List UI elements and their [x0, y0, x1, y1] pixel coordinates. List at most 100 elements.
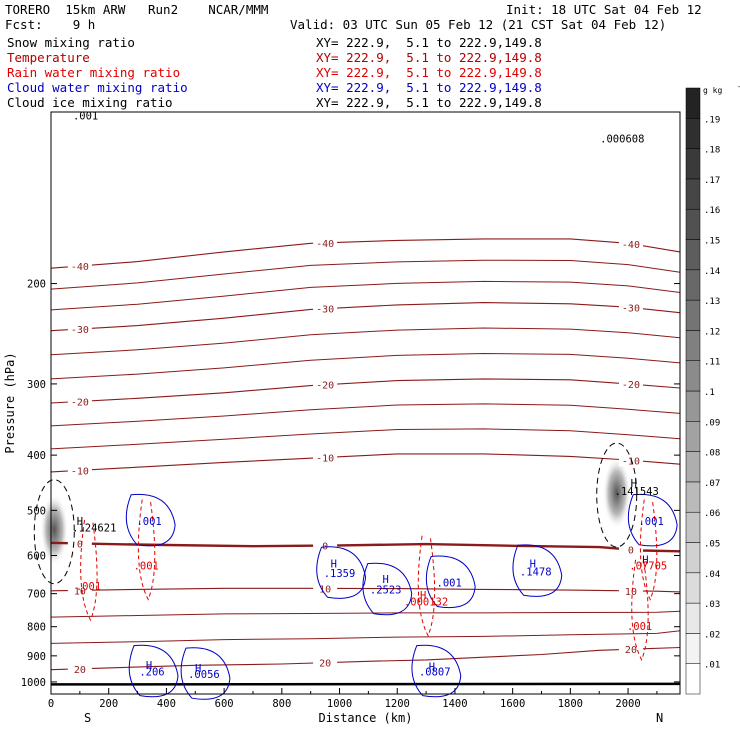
- field-xy-rain: XY= 222.9, 5.1 to 222.9,149.8: [316, 65, 542, 80]
- colorbar-box-4: [685, 542, 701, 574]
- max-marker-4: H: [530, 559, 536, 571]
- axes: 0 200 400 600 800 1000 1200 1400 1600 1800 2000200…: [3, 111, 681, 725]
- temp-label--40: -40: [71, 262, 89, 273]
- cloud-water-contour-7: [125, 493, 176, 547]
- temp-label-10: 10: [74, 586, 86, 597]
- colorbar-tick-14: .15: [704, 237, 720, 247]
- y-tick-label-1: 300: [27, 379, 46, 391]
- colorbar-unit: g kg: [703, 86, 722, 95]
- temp-label-bg: [313, 539, 338, 552]
- colorbar-box-6: [685, 481, 701, 513]
- colorbar-box-13: [685, 269, 701, 301]
- max-marker-1: H: [631, 478, 637, 490]
- rain-contour-4: [639, 499, 658, 601]
- max-marker-6: H: [195, 663, 201, 675]
- y-tick-label-8: 1000: [21, 677, 46, 689]
- temp-label--20: -20: [622, 380, 640, 391]
- colorbar-unit-exponent: -1: [737, 83, 740, 91]
- colorbar-box-14: [685, 239, 701, 271]
- temp-contour-minor--30-1: [50, 327, 681, 356]
- colorbar-box-3: [685, 572, 701, 604]
- field-xy-snow: XY= 222.9, 5.1 to 222.9,149.8: [316, 35, 542, 50]
- y-axis-label: Pressure (hPa): [3, 352, 17, 453]
- colorbar-box-17: [685, 148, 701, 180]
- colorbar-box-1: [685, 633, 701, 664]
- field-label-cloud-water: Cloud water mixing ratio: [7, 80, 188, 95]
- colorbar-box-9: [685, 390, 701, 422]
- temp-contour-20: [50, 646, 681, 671]
- colorbar-tick-11: .12: [704, 327, 720, 337]
- x-axis-label: Distance (km): [319, 711, 413, 725]
- temp-contour-minor-10-2: [50, 630, 681, 644]
- colorbar-tick-10: .11: [704, 358, 720, 368]
- field-xy-temperature: XY= 222.9, 5.1 to 222.9,149.8: [316, 50, 542, 65]
- max-marker-0: H: [77, 516, 83, 528]
- temp-label-bg: [67, 662, 92, 675]
- colorbar-tick-3: .04: [704, 570, 720, 580]
- y-tick-label-7: 900: [27, 651, 46, 663]
- colorbar-box-18: [685, 118, 701, 149]
- colorbar-tick-2: .03: [704, 600, 720, 610]
- temp-label-10: 10: [625, 587, 637, 598]
- temp-label--30: -30: [316, 305, 334, 316]
- temp-contour-minor-10-1: [50, 610, 681, 618]
- colorbar-tick-16: .17: [704, 176, 720, 186]
- colorbar-box-5: [685, 511, 701, 543]
- cloud-water-contour-3: [512, 544, 563, 597]
- ice-contour-1: [596, 442, 638, 548]
- colorbar-box-8: [685, 421, 701, 452]
- colorbar-box-12: [685, 299, 701, 331]
- colorbar-box-19: [685, 87, 701, 119]
- ice-shading: [40, 457, 631, 566]
- temp-contour-minor--40-1: [50, 259, 681, 290]
- temp-label--10: -10: [622, 456, 640, 467]
- temp-label-bg: [618, 643, 643, 656]
- temp-label-bg: [67, 584, 92, 597]
- ice-label-1: .141543: [615, 486, 659, 498]
- temp-contour-10: [50, 587, 681, 593]
- colorbar-tick-8: .09: [704, 418, 720, 428]
- temp-contour--30: [50, 302, 681, 332]
- cloud-water-label-7: .001: [136, 516, 161, 528]
- y-tick-label-6: 800: [27, 622, 46, 634]
- temp-contour--10: [50, 453, 681, 473]
- temp-label-bg: [313, 656, 338, 669]
- ice-shade-0: [40, 493, 69, 566]
- cloud-water-label-0: .1359: [324, 568, 356, 580]
- cloud-water-contour-0: [316, 546, 367, 599]
- south-end-label: S: [84, 711, 91, 725]
- cloud-water-label-6: .0807: [419, 667, 451, 679]
- max-marker-9: H: [420, 590, 426, 602]
- temp-contour-minor--30-2: [50, 352, 681, 380]
- x-tick-label-7: 1400: [442, 698, 467, 710]
- moisture-contours: [33, 442, 678, 700]
- field-label-snow: Snow mixing ratio: [7, 35, 135, 50]
- temp-contour--20: [50, 378, 681, 404]
- rain-label-2: .001: [134, 561, 159, 573]
- cloud-water-label-2: .001: [437, 577, 462, 589]
- colorbar-box-0: [685, 663, 701, 695]
- ice-label-0: .124621: [72, 523, 116, 535]
- ice-label-2: .000608: [600, 133, 644, 145]
- temp-label-bg: [67, 323, 92, 336]
- colorbar-box-2: [685, 602, 701, 634]
- colorbar: .01 .02 .03 .04 .05 .06 .07 .08 .09 .1 .11 .12 .13 .1…: [685, 83, 740, 695]
- rain-label-0: .000132: [404, 597, 448, 609]
- temp-contour-minor--20-2: [50, 428, 681, 450]
- ice-label-3: .001: [73, 110, 98, 122]
- temp-label--20: -20: [71, 397, 89, 408]
- cloud-water-label-4: .206: [139, 667, 164, 679]
- temp-contour-minor--20-1: [50, 403, 681, 427]
- temp-label-bg: [618, 584, 643, 597]
- temp-label-bg: [67, 464, 92, 477]
- cloud-water-contour-8: [627, 493, 678, 547]
- x-tick-label-9: 1800: [558, 698, 583, 710]
- temp-label--20: -20: [316, 381, 334, 392]
- field-label-temperature: Temperature: [7, 50, 90, 65]
- forecast-hour: Fcst: 9 h: [5, 17, 96, 32]
- ice-shade-1: [602, 457, 631, 530]
- colorbar-tick-4: .05: [704, 540, 720, 550]
- colorbar-box-7: [685, 451, 701, 483]
- temp-label-bg: [313, 582, 338, 595]
